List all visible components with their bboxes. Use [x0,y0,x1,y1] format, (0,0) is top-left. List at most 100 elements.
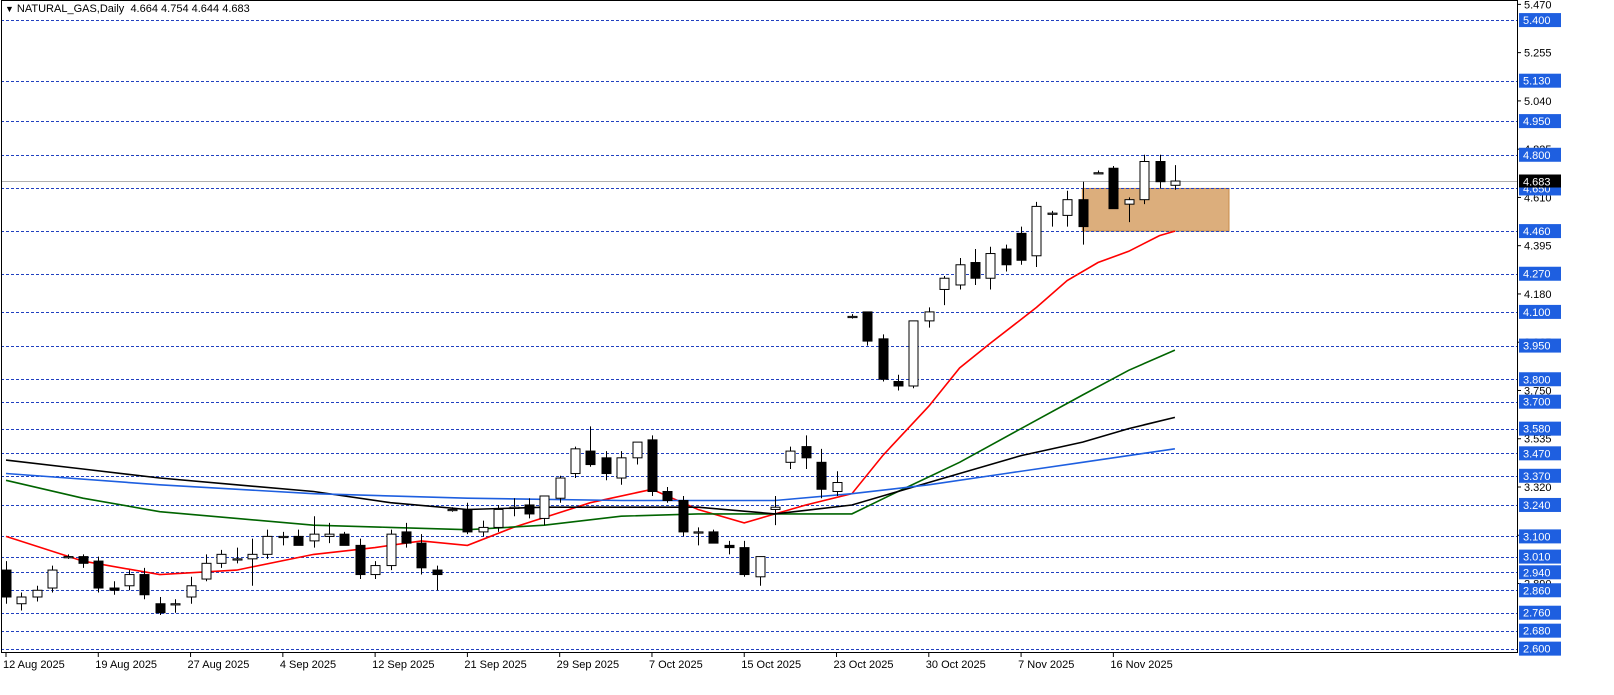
candlestick [293,529,304,546]
candlestick [1078,181,1089,245]
candle-body [309,533,320,542]
candle-body [678,499,689,533]
dropdown-triangle-icon[interactable]: ▼ [5,4,14,14]
candle-body [416,542,427,569]
moving-average-line [5,230,1176,576]
candle-body [1155,161,1166,183]
candle-body [908,320,919,387]
candle-body [1047,212,1058,215]
candlestick [570,446,581,479]
candlestick [970,249,981,285]
level-label: 3.800 [1523,374,1551,386]
candlestick [186,576,197,604]
level-label: 3.240 [1523,500,1551,512]
candlestick [755,556,766,586]
x-tick-label: 12 Sep 2025 [372,659,434,671]
candlestick [1155,154,1166,189]
candlestick [847,314,858,319]
level-label-box [1519,147,1561,162]
plot-frame [1,0,1518,653]
x-tick-label: 12 Aug 2025 [3,659,65,671]
candlestick [801,435,812,470]
candlestick [47,565,58,593]
candlestick [678,495,689,537]
moving-average-line [5,448,1176,502]
candle-body [524,504,535,515]
candlestick [63,554,74,559]
candlestick [632,441,643,465]
candle-body [124,574,135,587]
candlestick [432,565,443,591]
ohlc-open: 4.664 [130,3,158,15]
candle-body [693,531,704,534]
candle-body [985,253,996,279]
candlestick [1047,210,1058,227]
candle-body [924,311,935,322]
level-label-box [1519,73,1561,88]
candle-body [816,461,827,490]
candle-body [401,531,412,544]
candle-body [755,556,766,578]
candlestick [893,374,904,391]
level-label: 2.760 [1523,608,1551,620]
candle-body [601,457,612,475]
candlestick [32,585,43,602]
level-label: 4.100 [1523,307,1551,319]
candlestick [1062,190,1073,227]
candlestick [724,540,735,555]
candle-body [1001,248,1012,266]
level-label-box [1519,338,1561,353]
candlestick [309,516,320,548]
level-label-box [1519,372,1561,387]
candle-body [432,569,443,576]
x-tick-label: 7 Oct 2025 [649,659,703,671]
candle-body [355,544,366,576]
candlestick [1,561,12,604]
price-zone[interactable] [1081,187,1230,232]
level-label-box [1519,468,1561,483]
candle-body [847,315,858,319]
candlestick [647,435,658,496]
candle-body [616,457,627,479]
ohlc-close: 4.683 [222,3,250,15]
candlestick [262,529,273,559]
candle-body [955,264,966,286]
candle-body [647,439,658,492]
level-label: 3.700 [1523,397,1551,409]
candle-body [493,508,504,528]
candlestick [247,538,258,586]
candlestick [278,531,289,546]
level-label-box [1519,605,1561,620]
y-tick-label: 5.470 [1524,0,1552,11]
candle-body [509,506,520,509]
candlestick [878,334,889,382]
level-label: 2.940 [1523,567,1551,579]
candlestick [1124,197,1135,223]
candle-body [186,585,197,598]
level-label-box [1519,529,1561,544]
ohlc-high: 4.754 [161,3,189,15]
candlestick [862,311,873,346]
x-tick-label: 29 Sep 2025 [557,659,619,671]
level-label-box [1519,266,1561,281]
x-tick-label: 19 Aug 2025 [95,659,157,671]
candle-body [370,565,381,576]
candlestick [1170,165,1181,190]
level-label: 3.100 [1523,531,1551,543]
level-label-box [1519,549,1561,564]
candlestick [985,246,996,290]
level-label: 5.130 [1523,76,1551,88]
candlestick [739,540,750,577]
candlestick [955,258,966,290]
candle-body [47,569,58,589]
y-tick-label: 3.320 [1524,482,1552,494]
level-label-box [1519,394,1561,409]
candle-body [939,277,950,290]
candle-body [801,446,812,459]
level-label: 3.950 [1523,341,1551,353]
level-label: 2.680 [1523,626,1551,638]
candle-body [662,490,673,501]
candle-body [170,603,181,606]
x-tick-label: 7 Nov 2025 [1018,659,1074,671]
